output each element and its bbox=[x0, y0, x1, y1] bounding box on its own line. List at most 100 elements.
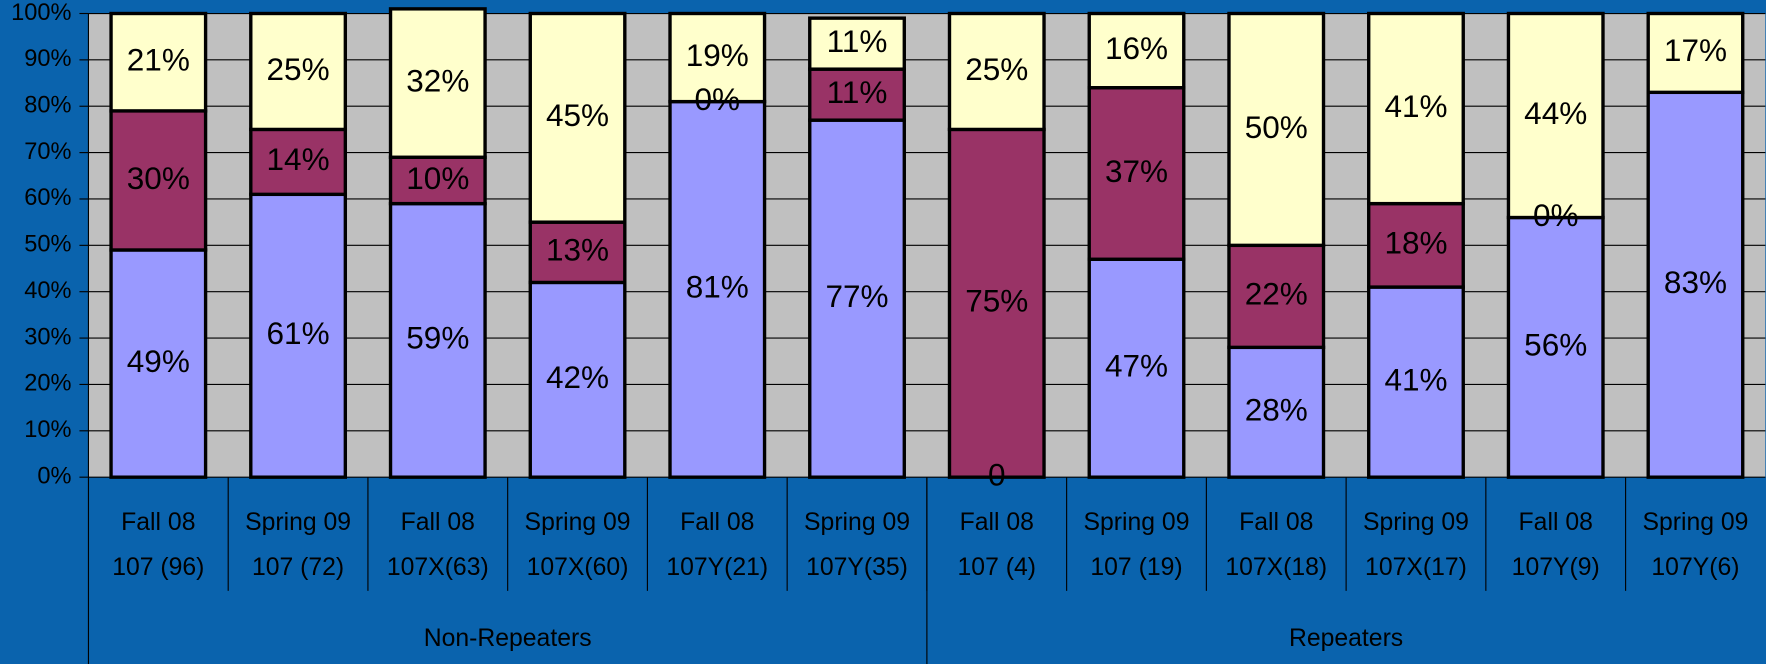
data-label: 59% bbox=[406, 320, 469, 356]
bar-segment bbox=[528, 11, 627, 224]
bar-segment bbox=[668, 99, 767, 479]
data-label: 32% bbox=[406, 62, 469, 98]
data-label: 81% bbox=[686, 269, 749, 305]
x-tick-label: Spring 09 bbox=[525, 509, 631, 536]
x-tick-label: 107Y(35) bbox=[806, 554, 908, 581]
y-tick-label: 60% bbox=[24, 185, 71, 211]
x-tick-label: Spring 09 bbox=[1642, 509, 1748, 536]
x-tick-label: Spring 09 bbox=[1084, 509, 1190, 536]
data-label: 0% bbox=[1533, 197, 1579, 233]
y-tick-label: 70% bbox=[24, 139, 71, 165]
y-tick-label: 90% bbox=[24, 46, 71, 72]
bar-segment bbox=[808, 67, 906, 122]
data-label: 30% bbox=[127, 160, 190, 196]
data-label: 47% bbox=[1105, 348, 1168, 384]
x-tick-label: Spring 09 bbox=[804, 509, 910, 536]
x-tick-label: Fall 08 bbox=[680, 509, 754, 536]
data-label: 19% bbox=[686, 37, 749, 73]
data-label: 0% bbox=[695, 81, 741, 117]
x-tick-label: 107Y(9) bbox=[1512, 554, 1600, 581]
data-label: 14% bbox=[267, 141, 330, 177]
bar-segment bbox=[947, 11, 1046, 132]
bar-segment bbox=[249, 192, 348, 479]
bar-segment bbox=[109, 109, 208, 252]
data-label: 41% bbox=[1384, 361, 1447, 397]
data-label: 44% bbox=[1524, 95, 1587, 131]
data-label: 22% bbox=[1245, 276, 1308, 312]
bar-segment bbox=[388, 7, 487, 159]
data-label: 49% bbox=[127, 343, 190, 379]
x-tick-label: 107Y(6) bbox=[1651, 554, 1739, 581]
y-tick-label: 10% bbox=[24, 417, 71, 443]
data-label: 13% bbox=[546, 232, 609, 268]
bar-segment bbox=[249, 11, 348, 132]
x-tick-label: 107X(63) bbox=[387, 554, 489, 581]
x-tick-label: Fall 08 bbox=[960, 509, 1034, 536]
data-label: 18% bbox=[1384, 225, 1447, 261]
bar-segment bbox=[1087, 11, 1186, 90]
x-tick-label: 107 (72) bbox=[252, 554, 344, 581]
x-tick-label: 107Y(21) bbox=[666, 554, 768, 581]
x-tick-label: Fall 08 bbox=[121, 509, 195, 536]
group-label: Repeaters bbox=[1289, 625, 1403, 652]
bar-segment bbox=[1506, 215, 1605, 479]
bar-segment bbox=[808, 118, 906, 479]
data-label: 21% bbox=[127, 42, 190, 78]
data-label: 61% bbox=[267, 315, 330, 351]
bar-segment bbox=[668, 11, 767, 104]
bar-segment bbox=[109, 248, 208, 479]
data-label: 41% bbox=[1384, 88, 1447, 124]
x-tick-label: Fall 08 bbox=[401, 509, 475, 536]
data-label: 10% bbox=[406, 160, 469, 196]
x-tick-label: Spring 09 bbox=[1363, 509, 1469, 536]
x-tick-label: 107 (96) bbox=[112, 554, 204, 581]
data-label: 11% bbox=[827, 23, 888, 59]
x-tick-label: 107X(17) bbox=[1365, 554, 1467, 581]
data-label: 75% bbox=[965, 283, 1028, 319]
bar-segment bbox=[1646, 11, 1745, 95]
x-tick-label: 107 (4) bbox=[958, 554, 1036, 581]
x-tick-label: 107X(60) bbox=[527, 554, 629, 581]
data-label: 77% bbox=[825, 278, 888, 314]
y-tick-label: 100% bbox=[11, 0, 71, 26]
bar-segment bbox=[249, 127, 348, 197]
bar-segment bbox=[1646, 90, 1745, 479]
x-tick-label: 107 (19) bbox=[1090, 554, 1182, 581]
bar-segment bbox=[947, 127, 1046, 479]
data-label: 17% bbox=[1664, 32, 1727, 68]
x-tick-label: 107X(18) bbox=[1225, 554, 1327, 581]
group-label: Non-Repeaters bbox=[424, 625, 592, 652]
bar-segment bbox=[1087, 257, 1186, 479]
bar-segment bbox=[388, 201, 487, 479]
bar-segment bbox=[109, 11, 208, 113]
data-label: 28% bbox=[1245, 392, 1308, 428]
x-tick-label: Fall 08 bbox=[1239, 509, 1313, 536]
data-label: 50% bbox=[1245, 109, 1308, 145]
data-label: 25% bbox=[267, 51, 330, 87]
bar-segment bbox=[1227, 243, 1326, 350]
bar-segment bbox=[528, 280, 627, 479]
y-tick-label: 50% bbox=[24, 232, 71, 258]
data-label: 45% bbox=[546, 97, 609, 133]
data-label: 83% bbox=[1664, 264, 1727, 300]
x-tick-label: Spring 09 bbox=[245, 509, 351, 536]
y-tick-label: 80% bbox=[24, 92, 71, 118]
data-label: 37% bbox=[1105, 153, 1168, 189]
bar-segment bbox=[808, 16, 906, 71]
bar-segment bbox=[1367, 11, 1465, 206]
y-tick-label: 40% bbox=[24, 278, 71, 304]
data-label: 0 bbox=[988, 457, 1006, 493]
bar-segment bbox=[1227, 11, 1326, 248]
bar-segment bbox=[528, 220, 627, 285]
data-label: 16% bbox=[1105, 30, 1168, 66]
y-tick-label: 0% bbox=[37, 463, 71, 489]
data-label: 25% bbox=[965, 51, 1028, 87]
bar-segment bbox=[1227, 345, 1326, 479]
x-tick-label: Fall 08 bbox=[1519, 509, 1593, 536]
y-tick-label: 30% bbox=[24, 324, 71, 350]
data-label: 56% bbox=[1524, 327, 1587, 363]
data-label: 42% bbox=[546, 359, 609, 395]
bar-segment bbox=[1506, 11, 1605, 220]
